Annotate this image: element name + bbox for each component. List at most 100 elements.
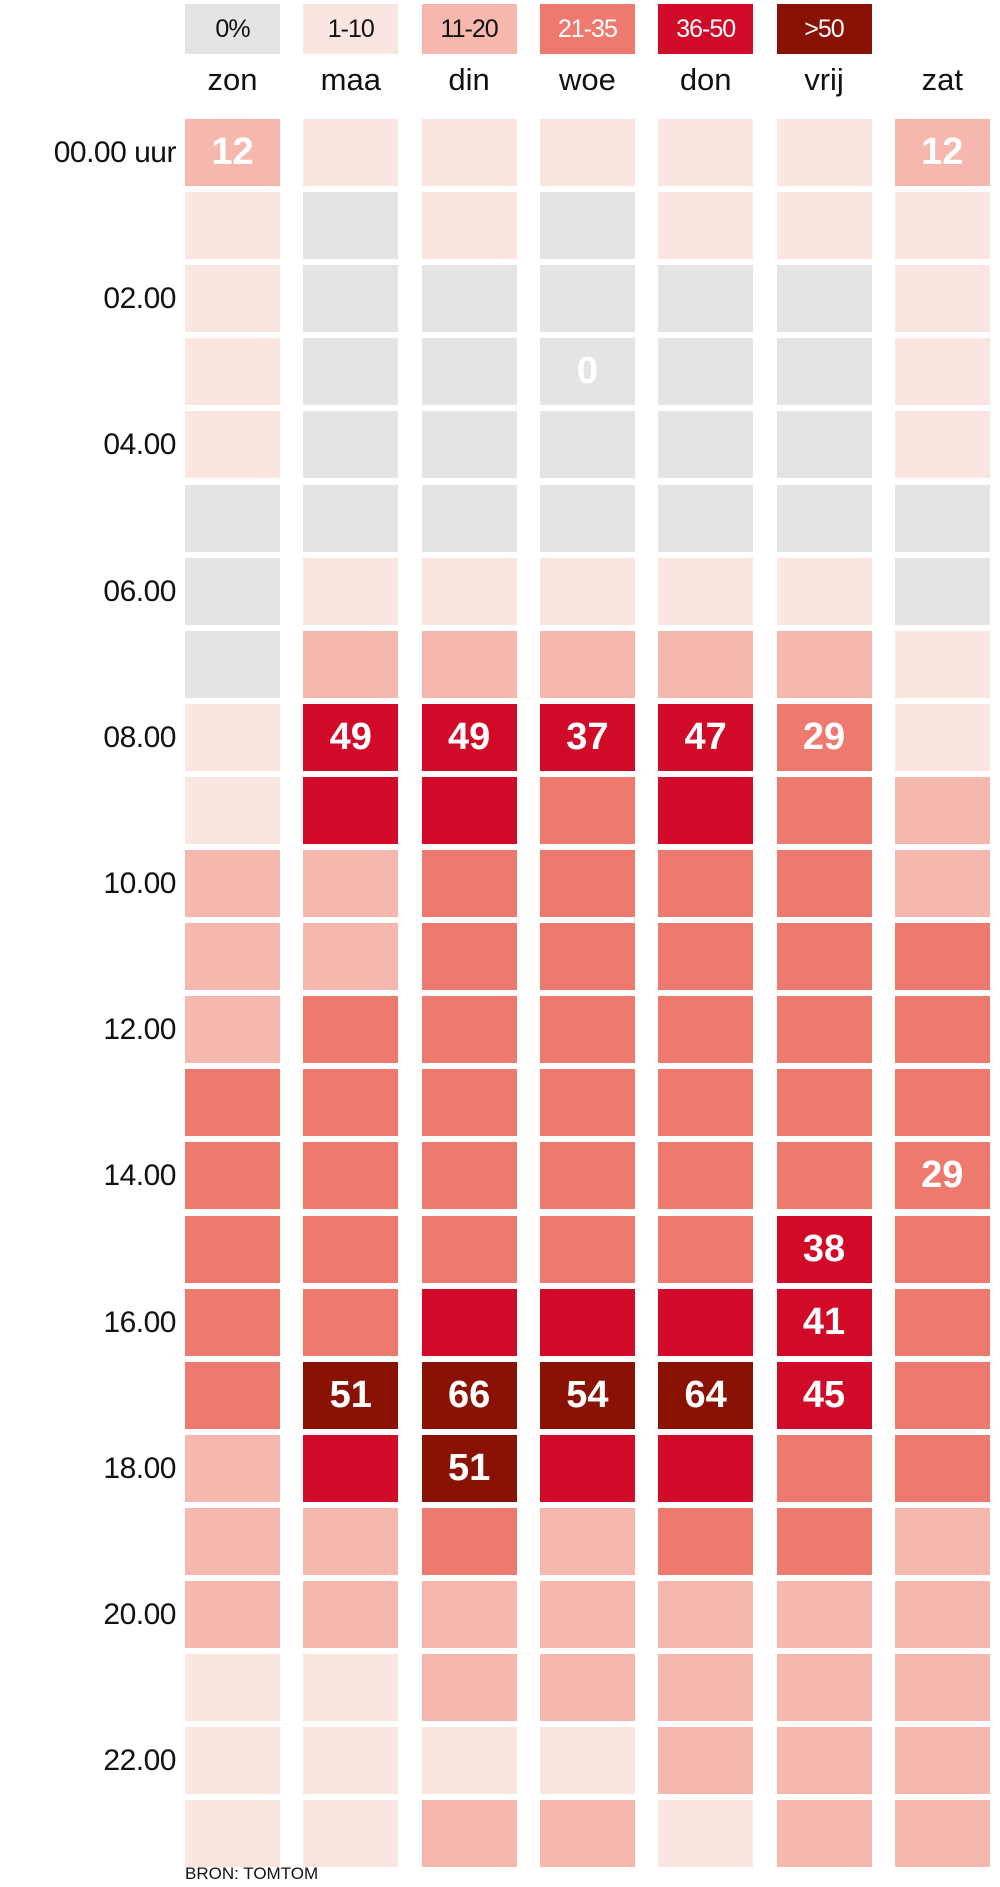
heatmap-cell: 49 [421,703,517,771]
legend-item: 11-20 [421,4,517,54]
heatmap-cell [894,192,990,260]
heatmap-cell [421,776,517,844]
column-label: vrij [804,62,844,97]
heatmap-cell [421,265,517,333]
heatmap-cell [658,265,754,333]
heatmap-cell [303,484,399,552]
heatmap-cell [894,1069,990,1137]
heatmap-cell [421,923,517,991]
heatmap-cell [776,1142,872,1210]
heatmap-cell [894,1800,990,1868]
heatmap-cell [185,1361,280,1429]
heatmap-cell [776,776,872,844]
heatmap-cell [658,484,754,552]
heatmap-cell: 47 [658,703,754,771]
heatmap-cell [185,923,280,991]
heatmap-cell [303,1800,399,1868]
heatmap-cell [539,776,635,844]
heatmap-cell [303,119,399,186]
heatmap-cell [776,1507,872,1575]
heatmap-cell [303,1069,399,1137]
heatmap-cell [776,1069,872,1137]
heatmap-cell [894,1361,990,1429]
heatmap-cell [185,996,280,1064]
heatmap-cell [776,1434,872,1502]
heatmap-cell [658,1434,754,1502]
heatmap-cell [658,119,754,186]
heatmap-cell [421,1069,517,1137]
heatmap-cell [894,996,990,1064]
heatmap-cell [303,265,399,333]
heatmap-cell [658,923,754,991]
heatmap-cell [894,1434,990,1502]
heatmap-cell [421,411,517,479]
row-label: 22.00 [103,1744,176,1778]
heatmap-cell: 41 [776,1288,872,1356]
heatmap-cell [185,703,280,771]
heatmap-cell [658,1288,754,1356]
heatmap-cell [658,1581,754,1648]
legend-item: >50 [776,4,872,54]
heatmap-cell [185,411,280,479]
heatmap-cell [539,996,635,1064]
heatmap-cell [539,557,635,625]
heatmap-cell [776,338,872,406]
heatmap-cell [539,1142,635,1210]
heatmap-cell [894,630,990,698]
heatmap-cell: 49 [303,703,399,771]
heatmap-cell [776,192,872,260]
heatmap-cell [658,1800,754,1868]
row-label: 00.00 uur [53,136,177,169]
heatmap-cell [894,1581,990,1648]
heatmap-cell [776,923,872,991]
heatmap-cell [303,1215,399,1283]
heatmap-cell [658,1142,754,1210]
heatmap-cell [185,1288,280,1356]
heatmap-cell [185,557,280,625]
heatmap-cell [185,1069,280,1137]
heatmap-cell [421,119,517,186]
heatmap-cell [894,265,990,333]
heatmap-cell [776,996,872,1064]
heatmap-cell: 29 [894,1142,990,1210]
heatmap-cell: 64 [658,1361,754,1429]
heatmap-cell [303,1654,399,1722]
row-label: 18.00 [103,1451,176,1485]
heatmap-cell [185,192,280,260]
heatmap-cell [421,1142,517,1210]
heatmap-cell [894,1507,990,1575]
heatmap-cell [421,557,517,625]
heatmap-cell [658,1654,754,1722]
heatmap-cell [303,1507,399,1575]
heatmap-cell [421,484,517,552]
heatmap-cell [303,557,399,625]
heatmap-cell [658,996,754,1064]
heatmap-cell [303,630,399,698]
source-label: BRON: TOMTOM [185,1864,319,1883]
heatmap-cell [539,850,635,917]
heatmap-cell [539,1215,635,1283]
row-label: 08.00 [103,720,176,754]
heatmap-cell [894,557,990,625]
heatmap-cell [658,630,754,698]
heatmap-cell [303,1727,399,1795]
row-label: 14.00 [103,1159,176,1193]
heatmap-cell [776,1654,872,1722]
heatmap-cell [894,411,990,479]
heatmap-cell: 45 [776,1361,872,1429]
column-label: din [448,62,490,97]
row-label: 02.00 [103,282,176,316]
heatmap-cell [539,1288,635,1356]
heatmap-cell [539,923,635,991]
heatmap-cell [894,338,990,406]
heatmap-cell [776,484,872,552]
heatmap-cell [185,1142,280,1210]
heatmap-cell: 37 [539,703,635,771]
heatmap-cell [539,1069,635,1137]
heatmap-cell [776,265,872,333]
heatmap-cell [776,119,872,186]
heatmap-cell [185,1434,280,1502]
heatmap-cell [539,265,635,333]
heatmap-cell [539,192,635,260]
heatmap-cell [539,1434,635,1502]
